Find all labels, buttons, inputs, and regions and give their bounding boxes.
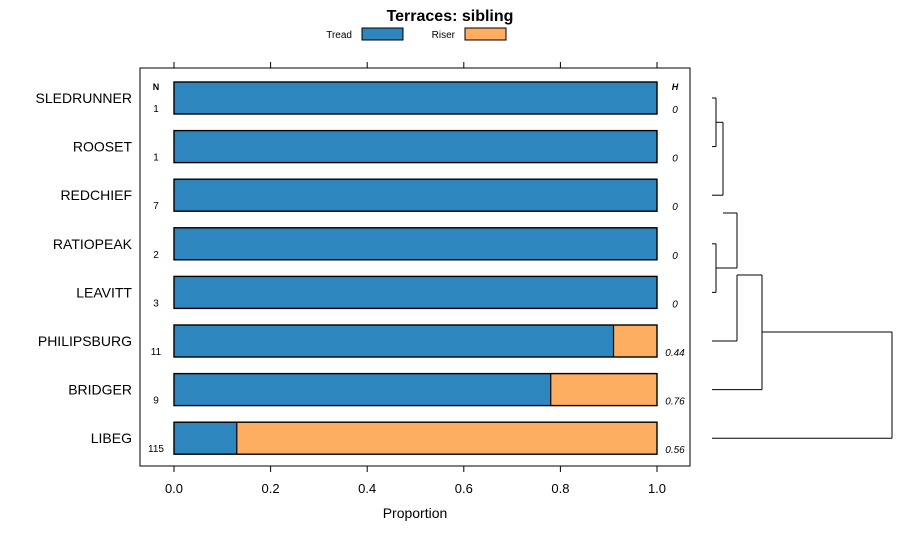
plot-frame [139, 67, 691, 467]
x-tick-label-3: 0.6 [455, 481, 473, 496]
n-value-bridger: 9 [153, 396, 159, 407]
row-label-redchief: REDCHIEF [60, 187, 132, 203]
x-tick-label-0: 0.0 [165, 481, 183, 496]
h-value-ratiopeak: 0 [672, 251, 678, 262]
x-tick-label-4: 0.8 [551, 481, 569, 496]
x-axis-title: Proportion [383, 505, 448, 521]
bar-riser-bridger [550, 373, 657, 406]
h-value-philipsburg: 0.44 [665, 348, 685, 359]
legend-swatch-tread [361, 27, 404, 41]
n-column-header: N [153, 82, 160, 92]
bar-outline-redchief [173, 178, 658, 212]
x-tick-label-2: 0.4 [358, 481, 376, 496]
row-label-leavitt: LEAVITT [76, 284, 132, 300]
h-column-header: H [672, 82, 679, 92]
n-value-leavitt: 3 [153, 298, 159, 309]
legend: Tread Riser [326, 27, 507, 41]
bar-outline-sledrunner [173, 81, 658, 115]
bar-tread-redchief [174, 179, 657, 212]
bar-tread-bridger [174, 373, 551, 406]
bar-tread-rooset [174, 130, 657, 163]
h-value-libeg: 0.56 [665, 445, 685, 456]
bar-tread-libeg [174, 422, 237, 455]
row-labels: SLEDRUNNER ROOSET REDCHIEF RATIOPEAK LEAVITT… [36, 90, 133, 446]
row-label-bridger: BRIDGER [68, 382, 132, 398]
bar-tread-sledrunner [174, 82, 657, 114]
bar-outline-rooset [173, 129, 658, 164]
h-value-redchief: 0 [672, 202, 678, 213]
n-value-libeg: 115 [148, 444, 164, 455]
bar-outline-philipsburg [173, 324, 658, 358]
h-value-sledrunner: 0 [672, 105, 678, 116]
n-value-redchief: 7 [153, 201, 159, 212]
bars [173, 81, 658, 455]
bar-outline-bridger [173, 372, 658, 407]
bar-outline-ratiopeak [173, 227, 658, 261]
x-tick-label-1: 0.2 [262, 481, 280, 496]
row-label-philipsburg: PHILIPSBURG [38, 333, 132, 349]
chart-title: Terraces: sibling [387, 8, 514, 25]
bar-tread-philipsburg [174, 325, 614, 357]
row-label-ratiopeak: RATIOPEAK [53, 236, 133, 252]
bar-riser-libeg [236, 422, 658, 455]
bar-tread-leavitt [174, 276, 657, 309]
n-value-rooset: 1 [153, 153, 159, 164]
n-value-sledrunner: 1 [153, 104, 159, 115]
bar-outline-libeg [173, 421, 658, 455]
legend-label-riser: Riser [432, 30, 456, 41]
h-value-leavitt: 0 [672, 299, 678, 310]
row-label-rooset: ROOSET [73, 139, 133, 155]
x-axis: 0.0 0.2 0.4 0.6 0.8 1.0 [165, 466, 666, 496]
row-label-sledrunner: SLEDRUNNER [36, 90, 132, 106]
h-value-bridger: 0.76 [665, 397, 685, 408]
bar-riser-philipsburg [613, 325, 657, 357]
dendrogram [712, 97, 893, 439]
h-labels: 0 0 0 0 0 0.44 0.76 0.56 [665, 105, 685, 456]
bar-outline-leavitt [173, 275, 658, 310]
n-value-ratiopeak: 2 [153, 250, 159, 261]
legend-label-tread: Tread [326, 30, 352, 41]
top-axis [173, 62, 658, 68]
row-label-libeg: LIBEG [91, 430, 132, 446]
h-value-rooset: 0 [672, 154, 678, 165]
legend-swatch-riser [464, 27, 507, 41]
bar-tread-ratiopeak [174, 227, 657, 260]
x-tick-label-5: 1.0 [648, 481, 666, 496]
n-value-philipsburg: 11 [151, 347, 162, 358]
